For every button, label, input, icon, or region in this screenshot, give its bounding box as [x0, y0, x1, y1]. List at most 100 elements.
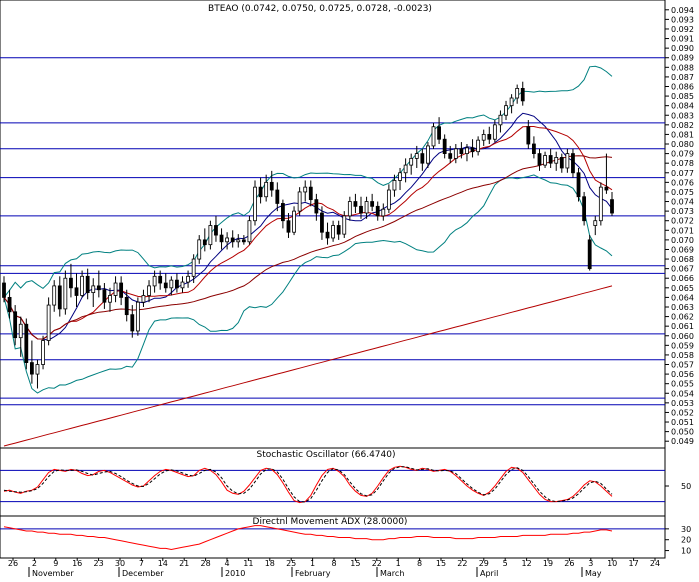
- candle-body: [180, 281, 185, 289]
- stochastic-tick-label: 50: [681, 482, 691, 491]
- candle-body: [509, 97, 514, 107]
- price-tick-label: 0.091: [671, 35, 694, 44]
- stochastic-k-line: [3, 465, 613, 504]
- x-day-label: 16: [72, 559, 82, 568]
- candle-body: [202, 239, 207, 246]
- candle-body: [576, 172, 581, 198]
- x-month-label: 2010: [225, 569, 245, 578]
- adx-tick-label: 30: [681, 525, 691, 534]
- candle-body: [141, 295, 146, 303]
- price-tick-label: 0.050: [671, 428, 694, 437]
- candle-body: [46, 304, 51, 341]
- candle-body: [559, 157, 564, 169]
- candle-body: [598, 186, 603, 222]
- candle-body: [130, 314, 135, 332]
- candle-body: [347, 201, 352, 217]
- x-day-label: 19: [543, 559, 553, 568]
- x-axis: 26 2 9 16 23 30 7 14 21 28 4 11 18 25 1 8 15 22 1 8 15 22 29 5 1…: [8, 558, 660, 578]
- candle-body: [587, 239, 592, 270]
- candle-body: [35, 364, 40, 375]
- x-day-label: 26: [8, 559, 18, 568]
- price-tick-label: 0.064: [671, 293, 694, 302]
- candle-body: [63, 277, 68, 310]
- candle-body: [554, 157, 559, 164]
- candle-body: [241, 239, 246, 243]
- adx-title: Directnl Movement ADX (28.0000): [253, 517, 408, 527]
- candle-body: [119, 282, 124, 298]
- candle-body: [465, 147, 469, 154]
- price-tick-label: 0.092: [671, 25, 694, 34]
- candle-body: [571, 153, 575, 174]
- stochastic-d-line: [3, 466, 613, 503]
- candle-body: [481, 134, 486, 141]
- candle-body: [258, 186, 263, 198]
- stochastic-lines: 50: [0, 465, 691, 504]
- candle-body: [208, 225, 213, 246]
- price-tick-label: 0.049: [671, 437, 694, 446]
- candle-body: [437, 126, 441, 140]
- x-day-label: 15: [436, 559, 446, 568]
- x-day-label: 25: [286, 559, 296, 568]
- candle-body: [359, 205, 363, 214]
- candle-body: [375, 205, 380, 217]
- candle-body: [448, 153, 453, 159]
- price-tick-label: 0.058: [671, 351, 694, 360]
- candle-body: [80, 275, 84, 296]
- price-axis: 0.0490.0500.0510.0520.0530.0540.0550.056…: [665, 6, 694, 446]
- candle-body: [548, 155, 553, 164]
- candle-body: [442, 138, 447, 154]
- price-tick-label: 0.055: [671, 380, 694, 389]
- x-month-label: March: [380, 569, 404, 578]
- price-tick-label: 0.086: [671, 82, 694, 91]
- candle-body: [409, 157, 414, 166]
- candle-body: [102, 289, 107, 303]
- adx-line: [3, 525, 613, 551]
- moving-average-longterm-line: [3, 285, 613, 447]
- candle-body: [593, 220, 598, 226]
- x-day-label: 30: [115, 559, 125, 568]
- price-tick-label: 0.073: [671, 207, 694, 216]
- price-chart-title: BTEAO (0.0742, 0.0750, 0.0725, 0.0728, -…: [208, 4, 432, 14]
- price-tick-label: 0.084: [671, 102, 694, 111]
- price-tick-label: 0.063: [671, 303, 694, 312]
- price-tick-label: 0.083: [671, 111, 694, 120]
- price-tick-label: 0.089: [671, 54, 694, 63]
- price-tick-label: 0.079: [671, 150, 694, 159]
- price-tick-label: 0.057: [671, 361, 694, 370]
- candle-body: [610, 199, 614, 214]
- x-day-label: 9: [53, 559, 58, 568]
- price-tick-label: 0.085: [671, 92, 694, 101]
- x-day-label: 22: [372, 559, 382, 568]
- price-tick-label: 0.094: [671, 6, 694, 15]
- price-tick-label: 0.070: [671, 236, 694, 245]
- candle-body: [308, 186, 313, 201]
- candle-body: [498, 114, 503, 126]
- candle-body: [292, 210, 296, 233]
- candle-body: [269, 181, 274, 191]
- candle-body: [414, 153, 419, 159]
- price-tick-label: 0.068: [671, 255, 694, 264]
- candle-body: [52, 285, 57, 306]
- candle-body: [108, 295, 112, 303]
- candle-body: [219, 234, 224, 243]
- candle-body: [280, 203, 285, 222]
- candle-body: [537, 153, 542, 166]
- candle-body: [214, 225, 218, 236]
- price-tick-label: 0.087: [671, 73, 694, 82]
- candle-body: [520, 88, 525, 102]
- candle-body: [453, 148, 458, 159]
- candle-body: [85, 275, 90, 294]
- price-tick-label: 0.053: [671, 399, 694, 408]
- candle-body: [163, 282, 168, 289]
- candle-body: [325, 231, 330, 239]
- x-day-label: 5: [503, 559, 508, 568]
- candle-body: [526, 126, 531, 145]
- candle-body: [604, 186, 609, 191]
- candle-body: [459, 148, 464, 154]
- candle-body: [7, 297, 12, 313]
- price-tick-label: 0.061: [671, 322, 694, 331]
- x-day-label: 18: [265, 559, 275, 568]
- candle-body: [191, 258, 196, 277]
